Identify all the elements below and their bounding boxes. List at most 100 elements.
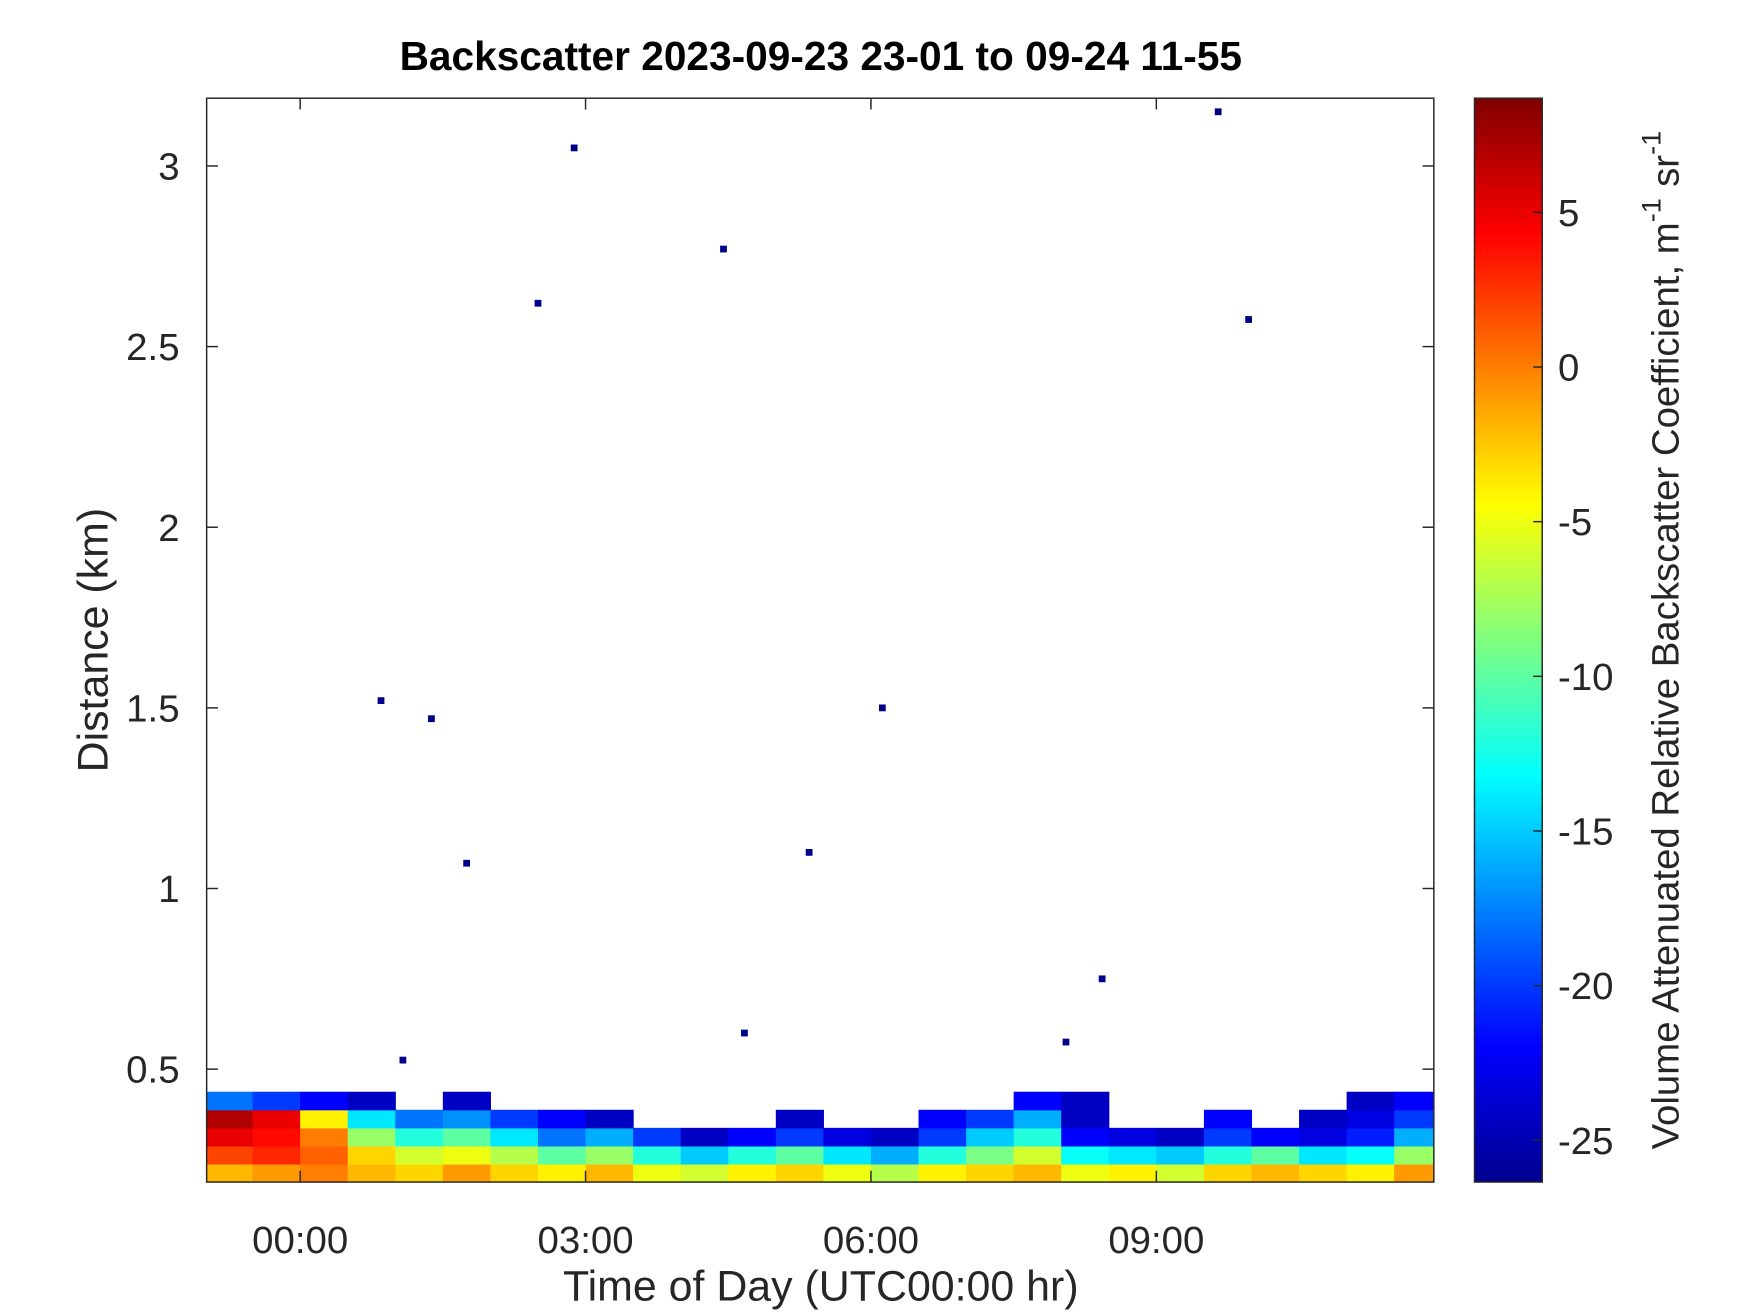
heatmap-cell (347, 1109, 396, 1129)
y-tick-label: 3 (158, 146, 179, 189)
y-tick-label: 2.5 (126, 326, 179, 369)
heatmap-cell (300, 1163, 349, 1183)
data-point (720, 245, 727, 253)
heatmap-cell (870, 1145, 920, 1165)
plot-frame (205, 97, 1435, 1183)
heatmap-cell (1203, 1109, 1253, 1129)
heatmap-cell (1203, 1127, 1253, 1147)
heatmap-cell (1394, 1127, 1435, 1147)
heatmap-cell (1394, 1091, 1435, 1111)
y-tick-label: 1 (158, 868, 179, 911)
heatmap-cell (300, 1145, 349, 1165)
heatmap-cell (206, 1163, 254, 1183)
heatmap-cell (300, 1109, 349, 1129)
heatmap-cell (537, 1145, 587, 1165)
heatmap-cell (252, 1109, 301, 1129)
heatmap-cell (918, 1127, 967, 1147)
heatmap-cell (585, 1109, 634, 1129)
heatmap-cell (966, 1145, 1015, 1165)
heatmap-cell (1108, 1163, 1157, 1183)
x-tick-label: 00:00 (252, 1219, 348, 1262)
heatmap-cell (680, 1127, 729, 1147)
heatmap-cell (775, 1163, 824, 1183)
heatmap-cell (1156, 1163, 1205, 1183)
colorbar-tick-label: 5 (1558, 192, 1579, 235)
heatmap-cell (918, 1109, 967, 1129)
heatmap-cell (347, 1163, 396, 1183)
data-point (741, 1029, 748, 1037)
heatmap-cell (918, 1145, 967, 1165)
heatmap-cell (1394, 1145, 1435, 1165)
heatmap-cell (1299, 1127, 1348, 1147)
heatmap-cell (1061, 1163, 1110, 1183)
heatmap-cell (395, 1145, 444, 1165)
heatmap-cell (1061, 1127, 1110, 1147)
heatmap-cell (252, 1091, 301, 1111)
heatmap-cell (537, 1163, 587, 1183)
colorbar-label-exp: -1 (1635, 131, 1666, 155)
heatmap-cell (206, 1109, 254, 1129)
heatmap-cell (1013, 1145, 1062, 1165)
heatmap-cell (300, 1091, 349, 1111)
y-tick-label: 0.5 (126, 1049, 179, 1092)
heatmap-cell (252, 1145, 301, 1165)
heatmap-cell (490, 1127, 539, 1147)
heatmap-cell (442, 1091, 491, 1111)
heatmap-cell (1346, 1127, 1395, 1147)
heatmap-cell (1013, 1163, 1062, 1183)
heatmap-cell (490, 1163, 539, 1183)
heatmap-cell (633, 1145, 682, 1165)
heatmap-cell (1251, 1127, 1300, 1147)
heatmap-cell (1108, 1127, 1157, 1147)
data-point (878, 704, 886, 712)
x-axis-label: Time of Day (UTC00:00 hr) (563, 1263, 1079, 1311)
heatmap-cell (585, 1163, 634, 1183)
data-point (570, 144, 578, 152)
heatmap-cell (823, 1127, 872, 1147)
data-point (1245, 316, 1253, 323)
y-tick-label: 1.5 (126, 687, 179, 730)
heatmap-cell (1346, 1109, 1395, 1129)
heatmap-cell (206, 1145, 254, 1165)
heatmap-cell (442, 1163, 491, 1183)
heatmap-cell (1013, 1091, 1062, 1111)
heatmap-cell (728, 1163, 777, 1183)
heatmap-cell (206, 1127, 254, 1147)
chart-title: Backscatter 2023-09-23 23-01 to 09-24 11… (400, 33, 1242, 79)
heatmap-cell (775, 1109, 824, 1129)
data-point (1214, 108, 1222, 116)
heatmap-cell (490, 1109, 539, 1129)
colorbar-tick-label: -15 (1558, 811, 1613, 854)
heatmap-cell (680, 1145, 729, 1165)
heatmap-cell (347, 1127, 396, 1147)
heatmap-cell (1394, 1109, 1435, 1129)
data-point (428, 715, 435, 723)
heatmap-cell (537, 1109, 587, 1129)
heatmap-cell (537, 1127, 587, 1147)
heatmap-cell (442, 1145, 491, 1165)
heatmap-cell (1346, 1091, 1395, 1111)
heatmap-cell (966, 1127, 1015, 1147)
heatmap-cell (966, 1163, 1015, 1183)
heatmap-cell (585, 1145, 634, 1165)
heatmap-cell (1156, 1145, 1205, 1165)
heatmap-cell (870, 1163, 920, 1183)
heatmap-cell (775, 1127, 824, 1147)
heatmap-cell (1251, 1145, 1300, 1165)
heatmap-cell (206, 1091, 254, 1111)
heatmap-cell (1346, 1163, 1395, 1183)
heatmap-cell (823, 1163, 872, 1183)
data-point (399, 1056, 407, 1064)
heatmap-cell (252, 1127, 301, 1147)
heatmap-cell (1156, 1127, 1205, 1147)
data-point (1098, 975, 1106, 983)
heatmap-cell (395, 1127, 444, 1147)
data-point (805, 848, 813, 856)
colorbar (1473, 97, 1543, 1183)
heatmap-cell (1299, 1163, 1348, 1183)
colorbar-label-unit: sr (1645, 155, 1688, 187)
colorbar-tick-label: -25 (1558, 1120, 1613, 1163)
heatmap-cell (395, 1109, 444, 1129)
